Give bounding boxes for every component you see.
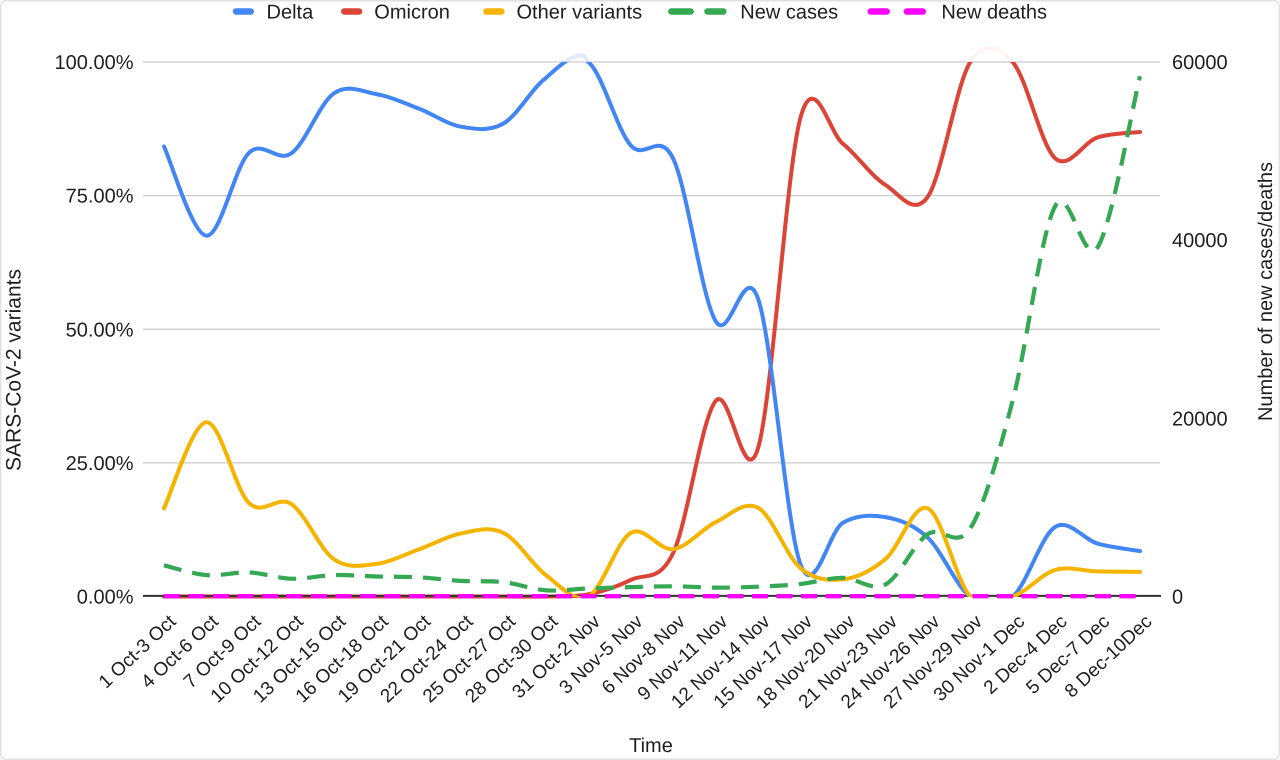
svg-text:Number of new cases/deaths: Number of new cases/deaths <box>1255 162 1277 421</box>
svg-text:40000: 40000 <box>1172 230 1228 252</box>
svg-text:Time: Time <box>629 735 673 757</box>
svg-text:50.00%: 50.00% <box>66 319 134 341</box>
svg-text:Omicron: Omicron <box>374 2 450 24</box>
svg-text:20000: 20000 <box>1172 408 1228 430</box>
svg-text:25.00%: 25.00% <box>66 453 134 475</box>
svg-text:0.00%: 0.00% <box>77 587 134 609</box>
svg-text:75.00%: 75.00% <box>66 186 134 208</box>
svg-text:Delta: Delta <box>267 2 315 24</box>
svg-text:0: 0 <box>1172 587 1183 609</box>
svg-text:Other variants: Other variants <box>517 2 643 24</box>
svg-text:60000: 60000 <box>1172 52 1228 74</box>
svg-text:SARS-CoV-2 variants: SARS-CoV-2 variants <box>3 269 26 471</box>
svg-text:New deaths: New deaths <box>941 2 1047 24</box>
svg-text:New cases: New cases <box>740 2 838 24</box>
svg-text:100.00%: 100.00% <box>55 52 134 74</box>
